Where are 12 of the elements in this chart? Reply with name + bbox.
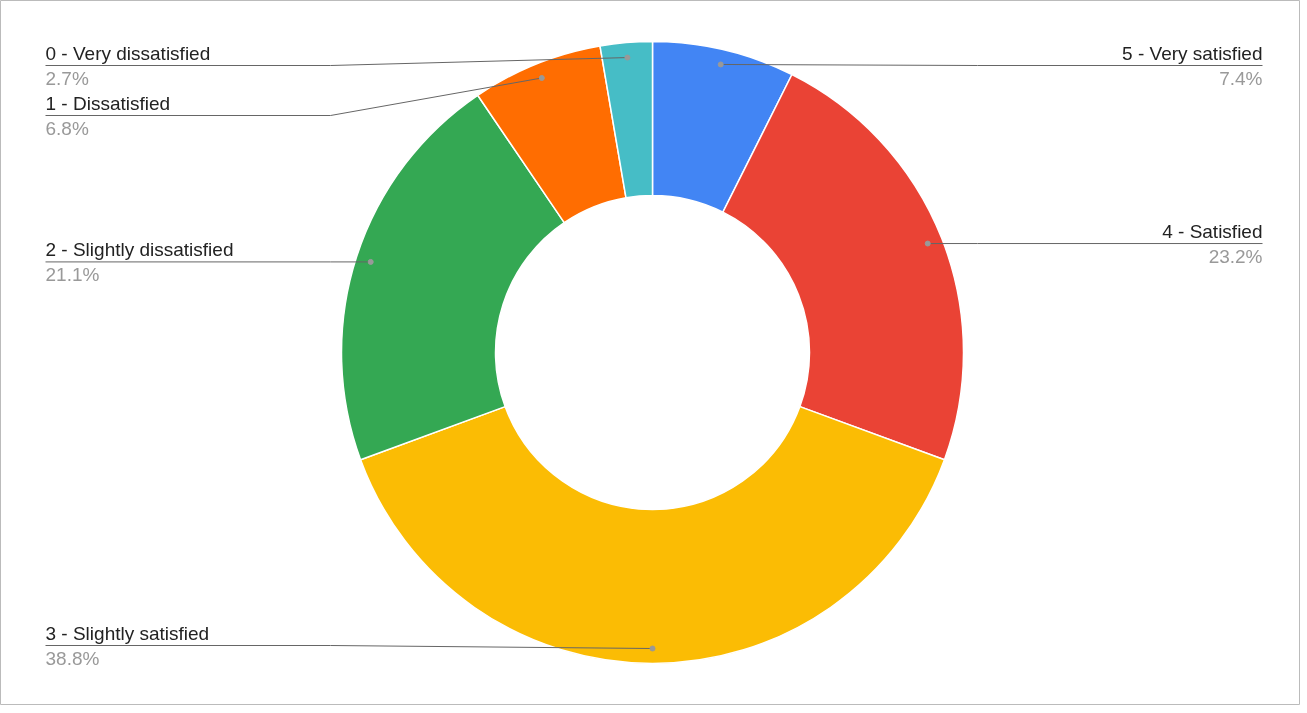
slice-label: 4 - Satisfied — [1162, 220, 1263, 242]
data-label: 6.8% — [45, 117, 89, 139]
data-label: 7.4% — [1219, 67, 1263, 89]
slice-label: 1 - Dissatisfied — [45, 92, 171, 114]
data-label: 38.8% — [45, 647, 100, 669]
slice-label: 5 - Very satisfied — [1122, 42, 1263, 64]
data-label: 21.1% — [45, 263, 100, 285]
slice-label: 2 - Slightly dissatisfied — [45, 238, 234, 260]
data-label: 23.2% — [1208, 245, 1263, 267]
data-label: 2.7% — [45, 67, 89, 89]
slice-label: 3 - Slightly satisfied — [45, 622, 210, 644]
slice-label: 0 - Very dissatisfied — [45, 42, 211, 64]
